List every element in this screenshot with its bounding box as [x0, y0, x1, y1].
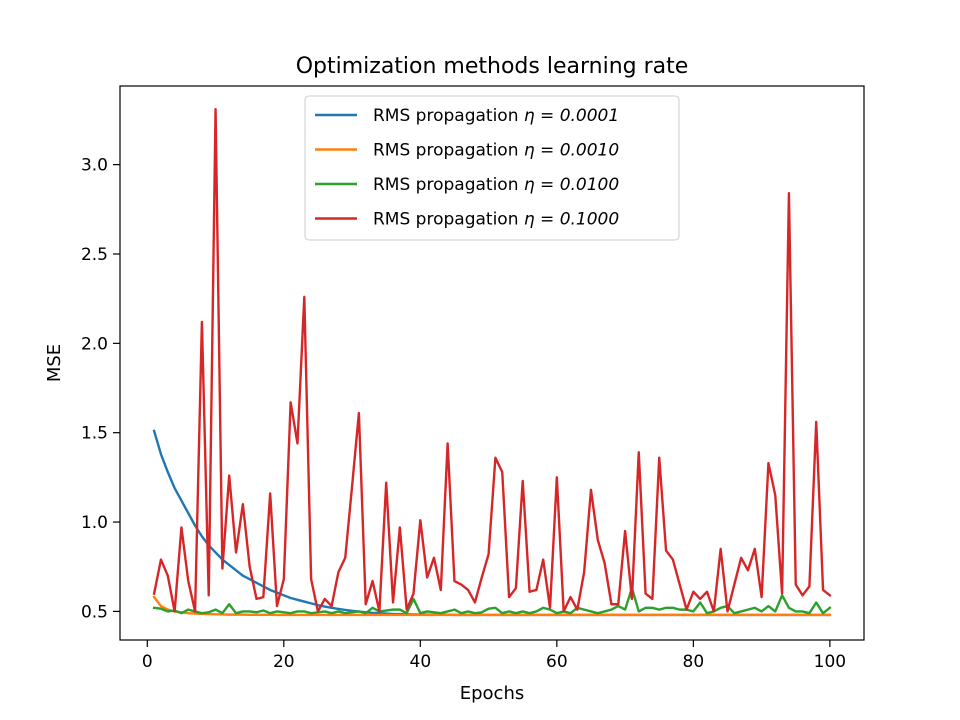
y-tick-label: 2.0 — [81, 334, 108, 354]
y-tick-label: 3.0 — [81, 156, 108, 176]
x-tick-label: 40 — [410, 652, 432, 672]
x-tick-label: 60 — [546, 652, 568, 672]
plot-frame — [119, 85, 865, 641]
chart-title: Optimization methods learning rate — [296, 54, 689, 79]
legend-label: RMS propagation η = 0.1000 — [373, 210, 619, 230]
x-tick-label: 100 — [814, 652, 846, 672]
series-line-4 — [152, 108, 832, 613]
y-axis: 0.5 1.0 1.5 2.0 2.5 3.0 — [81, 156, 120, 622]
y-tick-label: 0.5 — [81, 602, 108, 622]
legend-box — [304, 95, 680, 241]
legend-label: RMS propagation η = 0.0001 — [373, 106, 619, 126]
x-axis-label: Epochs — [460, 683, 525, 704]
x-tick-label: 20 — [273, 652, 295, 672]
y-tick-label: 2.5 — [81, 245, 108, 265]
y-axis-label: MSE — [44, 344, 65, 382]
x-tick-label: 0 — [142, 652, 153, 672]
legend-label: RMS propagation η = 0.0010 — [373, 141, 619, 161]
x-tick-label: 80 — [683, 652, 705, 672]
y-tick-label: 1.5 — [81, 424, 108, 444]
legend-label: RMS propagation η = 0.0100 — [373, 175, 619, 195]
x-axis: 0 20 40 60 80 100 — [142, 640, 846, 672]
series-line-3 — [152, 586, 832, 615]
y-tick-label: 1.0 — [81, 513, 108, 533]
series-line-2 — [152, 595, 832, 617]
series-layer — [152, 108, 832, 617]
legend: RMS propagation η = 0.0001 RMS propagatio… — [304, 95, 680, 241]
